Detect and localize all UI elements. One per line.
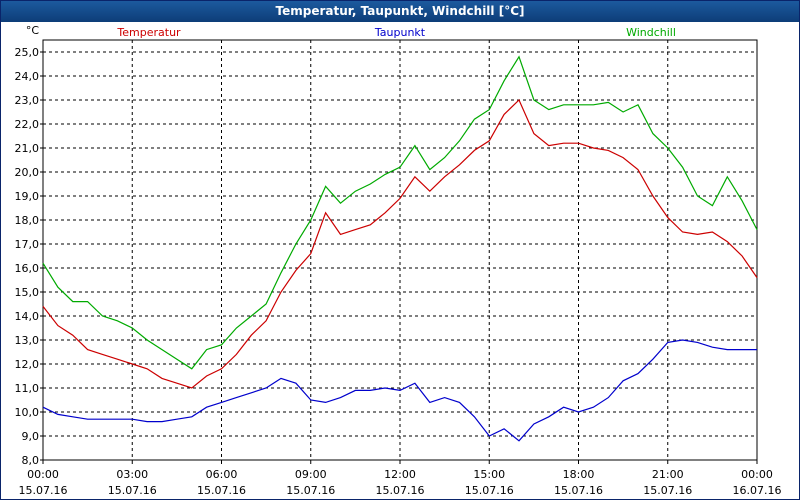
x-tick-time: 18:00 <box>563 468 595 481</box>
y-tick-label: 23,0 <box>15 94 40 107</box>
x-tick-time: 12:00 <box>384 468 416 481</box>
x-tick-time: 15:00 <box>473 468 505 481</box>
legend-temperatur: Temperatur <box>116 26 181 39</box>
x-tick-date: 15.07.16 <box>643 484 692 497</box>
y-tick-label: 18,0 <box>15 214 40 227</box>
y-tick-label: 21,0 <box>15 142 40 155</box>
x-tick-time: 03:00 <box>116 468 148 481</box>
y-tick-label: 8,0 <box>22 454 40 467</box>
y-tick-label: 17,0 <box>15 238 40 251</box>
x-tick-time: 06:00 <box>206 468 238 481</box>
legend-windchill: Windchill <box>626 26 676 39</box>
x-tick-date: 15.07.16 <box>19 484 68 497</box>
x-tick-date: 15.07.16 <box>286 484 335 497</box>
y-tick-label: 9,0 <box>22 430 40 443</box>
x-tick-time: 00:00 <box>27 468 59 481</box>
y-tick-label: 25,0 <box>15 46 40 59</box>
x-tick-date: 15.07.16 <box>465 484 514 497</box>
y-tick-label: 20,0 <box>15 166 40 179</box>
y-unit-label: °C <box>26 24 40 37</box>
y-tick-label: 13,0 <box>15 334 40 347</box>
y-tick-label: 19,0 <box>15 190 40 203</box>
y-tick-label: 16,0 <box>15 262 40 275</box>
series-line-taupunkt <box>42 339 757 442</box>
series-line-temperatur <box>42 98 758 389</box>
x-tick-date: 15.07.16 <box>108 484 157 497</box>
y-tick-label: 11,0 <box>15 382 40 395</box>
x-tick-date: 15.07.16 <box>197 484 246 497</box>
x-tick-time: 00:00 <box>741 468 773 481</box>
line-chart: 8,0 9,0 10,0 11,0 12,0 13,0 14,0 15,0 16,0 17,0 18… <box>15 24 782 497</box>
y-tick-label: 15,0 <box>15 286 40 299</box>
series-line-windchill <box>42 55 758 370</box>
y-tick-label: 12,0 <box>15 358 40 371</box>
legend-taupunkt: Taupunkt <box>374 26 426 39</box>
x-tick-time: 09:00 <box>295 468 327 481</box>
y-tick-label: 14,0 <box>15 310 40 323</box>
x-tick-date: 15.07.16 <box>554 484 603 497</box>
x-tick-date: 16.07.16 <box>733 484 782 497</box>
y-tick-label: 22,0 <box>15 118 40 131</box>
chart-title: Temperatur, Taupunkt, Windchill [°C] <box>1 1 799 22</box>
y-tick-label: 10,0 <box>15 406 40 419</box>
y-tick-label: 24,0 <box>15 70 40 83</box>
x-tick-date: 15.07.16 <box>376 484 425 497</box>
x-tick-time: 21:00 <box>652 468 684 481</box>
